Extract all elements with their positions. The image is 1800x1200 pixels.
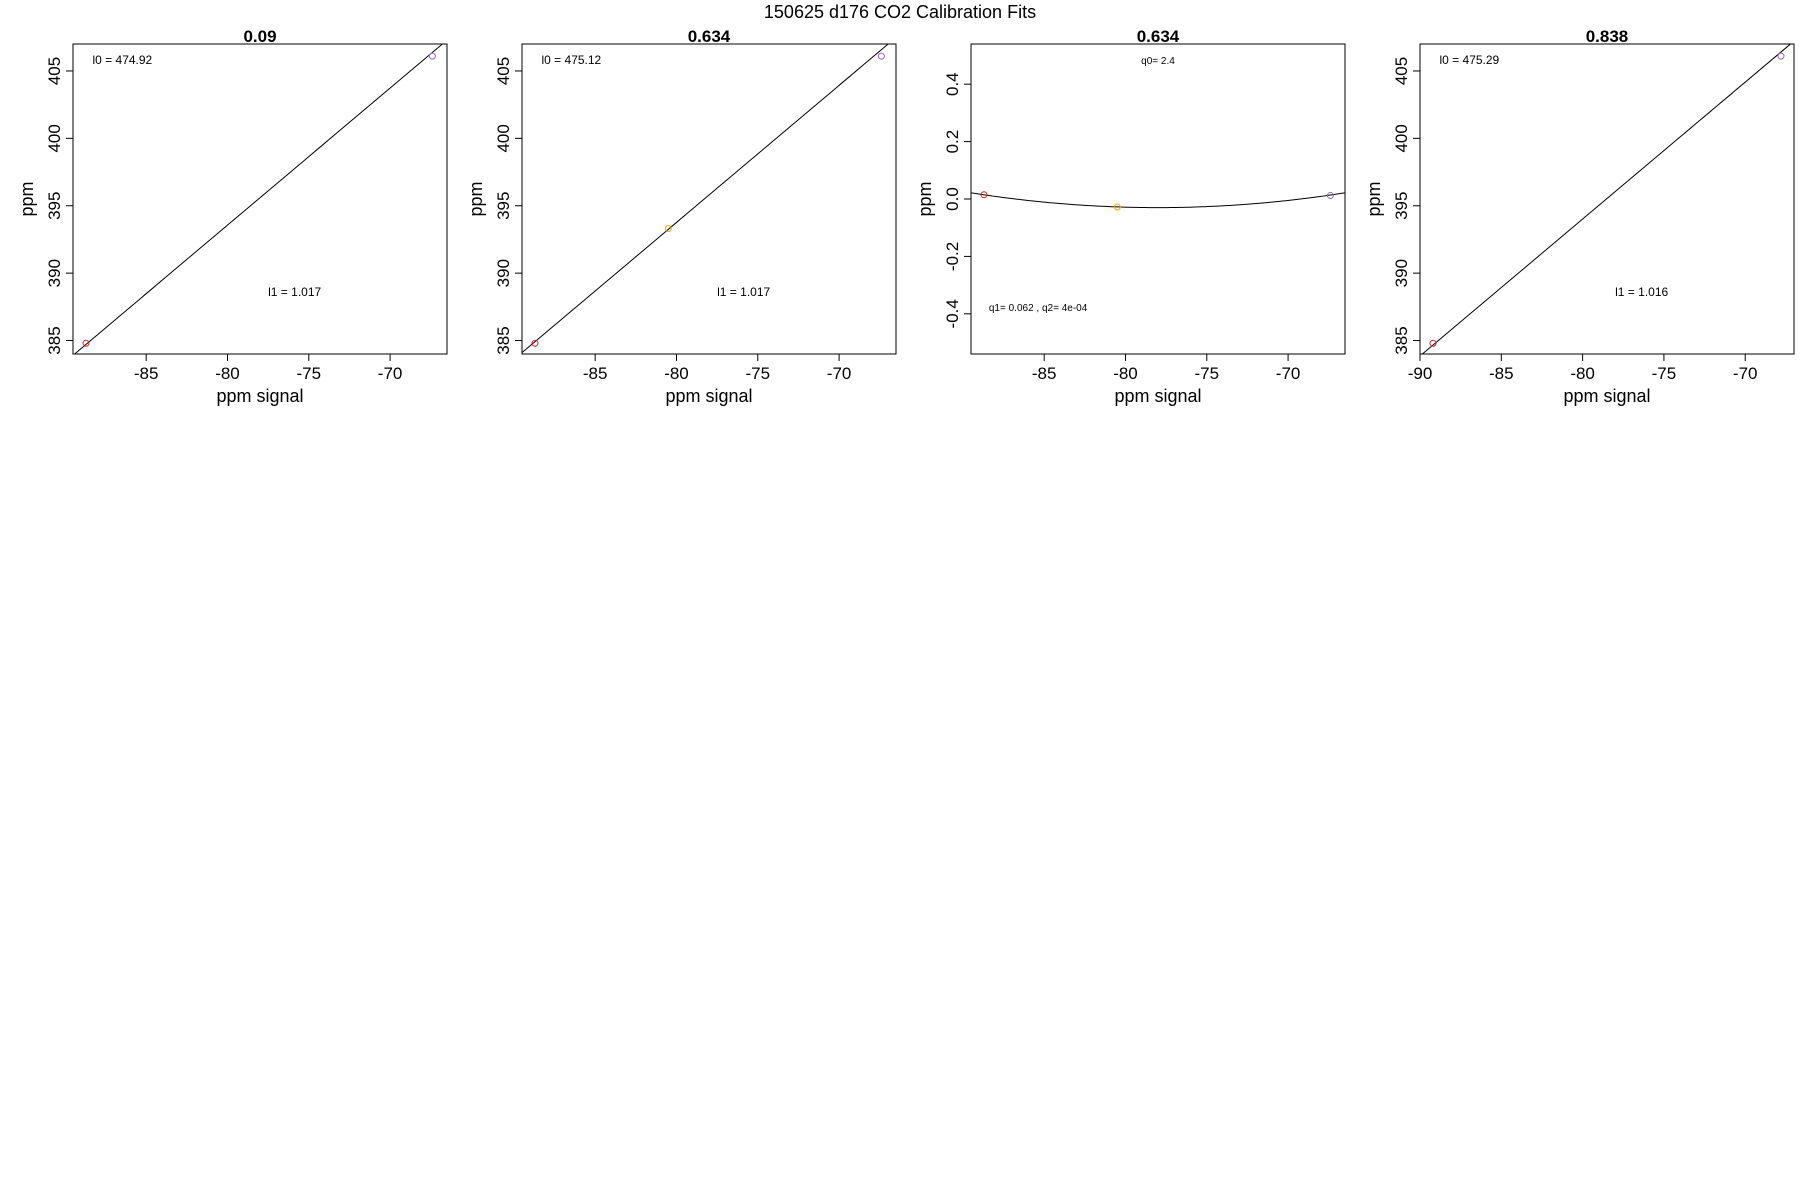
y-tick-label: 390 (494, 259, 513, 287)
y-tick-label: -0.4 (943, 299, 962, 328)
y-tick-label: 390 (45, 259, 64, 287)
x-tick-label: -80 (1570, 364, 1595, 383)
data-point (1777, 52, 1785, 60)
x-tick-label: -70 (1276, 364, 1301, 383)
x-tick-label: -90 (1408, 364, 1433, 383)
y-tick-label: 385 (45, 326, 64, 354)
y-tick-label: 0.2 (943, 130, 962, 154)
x-tick-label: -85 (583, 364, 608, 383)
y-tick-label: 385 (494, 326, 513, 354)
y-axis-label: ppm (915, 181, 935, 216)
y-tick-label: 405 (1392, 57, 1411, 85)
x-tick-label: -85 (1032, 364, 1057, 383)
x-axis-label: ppm signal (216, 386, 303, 406)
data-point (82, 339, 90, 347)
fit-annotation: l1 = 1.016 (1615, 285, 1668, 299)
fit-annotation: q0= 2.4 (1141, 56, 1175, 67)
x-tick-label: -75 (1652, 364, 1677, 383)
chart-panel-4: 0.838 -90 -85 -80 -75 -70 385 390 395 400 405 ppm s… (1364, 27, 1795, 406)
fit-annotation: l0 = 474.92 (93, 53, 153, 67)
chart-panel-1: 0.09 -85 -80 -75 -70 385 390 395 400 405 ppm signa… (17, 27, 448, 406)
x-tick-label: -85 (1489, 364, 1514, 383)
x-tick-label: -80 (215, 364, 240, 383)
panels-container: 0.09 -85 -80 -75 -70 385 390 395 400 405 ppm signa… (17, 27, 1795, 406)
x-tick-label: -75 (1194, 364, 1219, 383)
y-tick-label: 400 (45, 124, 64, 152)
y-axis-label: ppm (17, 181, 37, 216)
y-axis-label: ppm (466, 181, 486, 216)
x-axis-label: ppm signal (1563, 386, 1650, 406)
y-tick-label: 395 (1392, 192, 1411, 220)
x-tick-label: -80 (664, 364, 689, 383)
y-tick-label: 400 (1392, 124, 1411, 152)
fit-annotation: l0 = 475.12 (542, 53, 602, 67)
x-tick-label: -70 (1733, 364, 1758, 383)
y-tick-label: 405 (45, 57, 64, 85)
fit-annotation: l1 = 1.017 (717, 285, 770, 299)
x-tick-label: -75 (296, 364, 321, 383)
x-tick-label: -75 (745, 364, 770, 383)
fit-annotation: q1= 0.062 , q2= 4e-04 (989, 303, 1088, 314)
fit-line (73, 44, 444, 354)
plot-frame (521, 43, 897, 355)
x-axis-label: ppm signal (665, 386, 752, 406)
data-point (1113, 203, 1121, 211)
y-tick-label: 395 (494, 192, 513, 220)
fit-annotation: l1 = 1.017 (268, 285, 321, 299)
fit-line (971, 192, 1345, 209)
y-tick-label: 395 (45, 192, 64, 220)
figure-title: 150625 d176 CO2 Calibration Fits (764, 2, 1036, 22)
y-tick-label: 390 (1392, 259, 1411, 287)
data-point (1429, 339, 1437, 347)
chart-panel-2: 0.634 -85 -80 -75 -70 385 390 395 400 405 ppm sign… (466, 27, 897, 406)
panel-title: 0.09 (243, 27, 276, 46)
y-tick-label: 385 (1392, 326, 1411, 354)
plot-frame (72, 43, 448, 355)
x-axis-label: ppm signal (1114, 386, 1201, 406)
y-axis-label: ppm (1364, 181, 1384, 216)
data-point (531, 339, 539, 347)
data-point (428, 52, 436, 60)
fit-annotation: l0 = 475.29 (1440, 53, 1500, 67)
data-point (877, 52, 885, 60)
fit-line (1421, 44, 1792, 354)
data-point (980, 191, 988, 199)
y-tick-label: -0.2 (943, 242, 962, 271)
y-tick-label: 400 (494, 124, 513, 152)
panel-title: 0.634 (1137, 27, 1180, 46)
fit-line (522, 44, 889, 354)
y-tick-label: 0.4 (943, 72, 962, 96)
chart-panel-3: 0.634 -85 -80 -75 -70 -0.4 -0.2 0.0 0.2 0.4 ppm si… (915, 27, 1346, 406)
y-tick-label: 405 (494, 57, 513, 85)
x-tick-label: -85 (134, 364, 159, 383)
x-tick-label: -70 (827, 364, 852, 383)
y-tick-label: 0.0 (943, 187, 962, 211)
plot-frame (1419, 43, 1795, 355)
data-point (664, 225, 672, 233)
x-tick-label: -70 (378, 364, 403, 383)
panel-title: 0.634 (688, 27, 731, 46)
panel-title: 0.838 (1586, 27, 1629, 46)
x-tick-label: -80 (1113, 364, 1138, 383)
data-point (1326, 192, 1334, 200)
